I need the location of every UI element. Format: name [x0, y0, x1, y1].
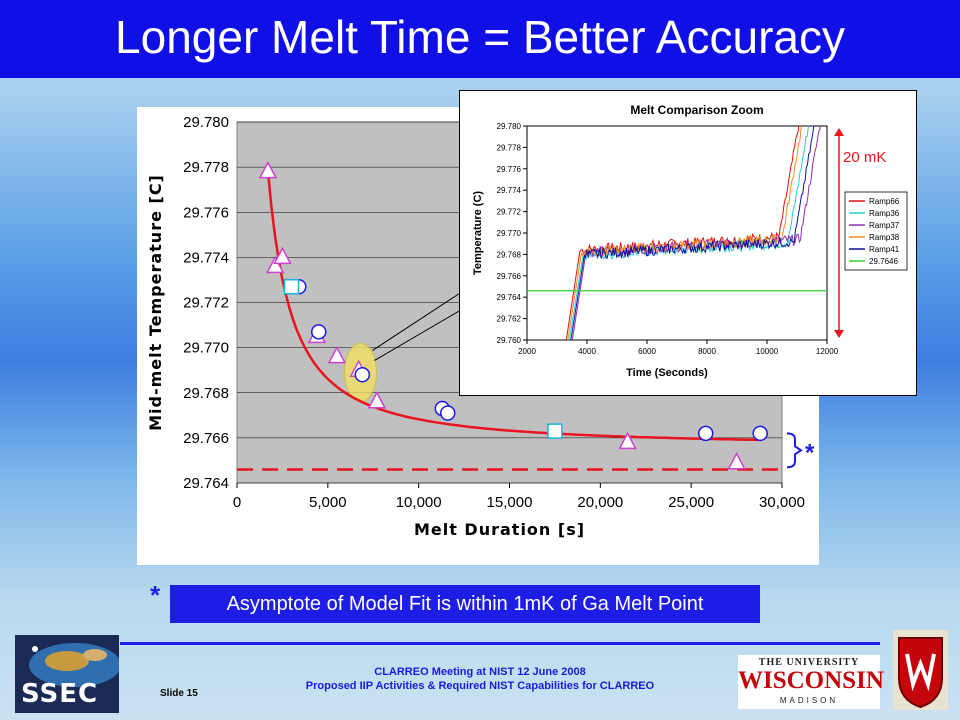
triangle-point — [367, 391, 387, 409]
x-tick-label: 15,000 — [487, 494, 533, 511]
inset-y-tick-label: 29.760 — [497, 336, 522, 345]
ssec-logo-text: SSEC — [21, 679, 99, 709]
inset-x-tick-label: 6000 — [638, 347, 656, 356]
inset-y-tick-label: 29.774 — [497, 186, 522, 195]
arrow-up-icon — [834, 128, 844, 136]
x-axis-label: Melt Duration [s] — [414, 520, 585, 539]
inset-title: Melt Comparison Zoom — [630, 103, 763, 117]
inset-y-tick-label: 29.768 — [497, 250, 522, 259]
y-tick-label: 29.776 — [183, 204, 229, 221]
inset-y-tick-label: 29.766 — [497, 272, 522, 281]
inset-plot-area — [526, 125, 828, 341]
y-tick-label: 29.772 — [183, 295, 229, 312]
uw-logo-line2: WISCONSIN — [738, 667, 884, 694]
globe-icon — [29, 643, 119, 687]
uw-logo-line1: THE UNIVERSITY — [758, 657, 860, 668]
inset-legend-label: Ramp41 — [869, 245, 900, 254]
note-box: Asymptote of Model Fit is within 1mK of … — [170, 585, 760, 623]
y-tick-label: 29.778 — [183, 159, 229, 176]
inset-x-tick-label: 8000 — [698, 347, 716, 356]
arrow-down-icon — [834, 330, 844, 338]
slide-title: Longer Melt Time = Better Accuracy — [115, 11, 845, 63]
triangle-point — [327, 346, 347, 364]
inset-series-line — [568, 126, 809, 340]
y-tick-label: 29.768 — [183, 385, 229, 402]
x-tick-label: 30,000 — [759, 494, 805, 511]
fit-curve — [266, 170, 759, 442]
circle-point — [439, 405, 456, 421]
inset-series-group — [527, 126, 827, 340]
uw-logo-line3: MADISON — [779, 696, 839, 705]
circle-point — [697, 425, 714, 442]
inset-legend-label: 29.7646 — [869, 257, 898, 266]
inset-series-line — [567, 126, 803, 340]
inset-x-tick-label: 2000 — [518, 347, 536, 356]
footer-subtitle: Proposed IIP Activities & Required NIST … — [305, 680, 655, 692]
inset-x-tick-label: 12000 — [816, 347, 839, 356]
footer-divider — [120, 642, 880, 645]
inset-y-axis-label: Temperature (C) — [472, 191, 484, 275]
inset-legend-label: Ramp37 — [869, 221, 900, 230]
triangle-point — [273, 246, 292, 265]
uw-crest-icon — [893, 630, 948, 710]
inset-x-tick-label: 10000 — [756, 347, 779, 356]
triangle-point — [258, 161, 278, 179]
inset-legend-label: Ramp66 — [869, 197, 900, 206]
circle-point — [752, 425, 768, 442]
inset-series-line — [570, 126, 815, 340]
y-tick-label: 29.770 — [183, 340, 229, 357]
note-marker: * — [150, 580, 161, 610]
title-bar — [0, 0, 960, 78]
inset-y-tick-label: 29.778 — [497, 143, 522, 152]
triangle-point — [265, 255, 285, 274]
x-tick-label: 20,000 — [577, 494, 623, 511]
y-tick-label: 29.764 — [183, 475, 229, 492]
inset-y-tick-label: 29.780 — [497, 122, 522, 131]
inset-x-axis-label: Time (Seconds) — [626, 367, 708, 379]
inset-y-tick-label: 29.762 — [497, 315, 522, 324]
circle-point — [354, 366, 371, 383]
footer-meeting: CLARREO Meeting at NIST 12 June 2008 — [374, 666, 586, 678]
triangle-point — [727, 452, 746, 470]
inset-legend-label: Ramp38 — [869, 233, 900, 242]
range-label: 20 mK — [843, 149, 886, 166]
square-point — [283, 278, 300, 295]
inset-legend — [844, 191, 908, 271]
y-tick-label: 29.774 — [183, 249, 229, 266]
x-tick-label: 5,000 — [309, 494, 347, 511]
y-axis-label: Mid-melt Temperature [C] — [146, 174, 165, 431]
inset-x-tick-label: 4000 — [578, 347, 596, 356]
y-tick-label: 29.766 — [183, 430, 229, 447]
inset-y-tick-label: 29.772 — [497, 208, 522, 217]
inset-legend-label: Ramp36 — [869, 209, 900, 218]
x-tick-label: 10,000 — [396, 494, 442, 511]
slide-number: Slide 15 — [160, 688, 198, 699]
triangle-point — [618, 431, 637, 450]
circle-point — [311, 324, 327, 340]
x-tick-label: 25,000 — [668, 494, 714, 511]
square-point — [547, 423, 563, 439]
y-tick-label: 29.780 — [183, 114, 229, 131]
inset-y-tick-label: 29.770 — [497, 229, 522, 238]
inset-y-tick-label: 29.776 — [497, 165, 522, 174]
inset-chart: Melt Comparison Zoom 29.760 29.762 29.764 29… — [459, 90, 917, 396]
ssec-logo: SSEC — [15, 635, 119, 713]
inset-y-tick-label: 29.764 — [497, 293, 522, 302]
uw-logo: THE UNIVERSITY WISCONSIN MADISON — [738, 655, 884, 709]
x-tick-label: 0 — [233, 494, 241, 511]
